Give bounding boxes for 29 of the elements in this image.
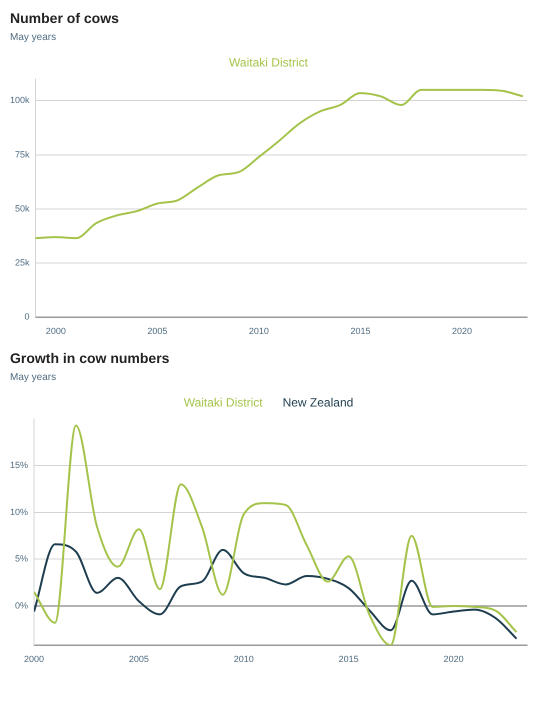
y-tick-label: 50k — [15, 203, 30, 214]
x-tick-label: 2020 — [452, 326, 472, 336]
text: Waitaki District — [184, 395, 264, 410]
y-tick-label: 10% — [10, 506, 28, 517]
x-tick-label: 2015 — [338, 654, 359, 664]
chart-subtitle: May years — [10, 32, 58, 43]
y-tick-label: 0% — [15, 600, 28, 610]
chart-title: Growth in cow numbers — [10, 349, 170, 366]
text: Waitaki District — [229, 55, 309, 70]
x-tick-label: 2005 — [147, 326, 168, 336]
chart-title: Number of cows — [10, 9, 120, 26]
line-series — [34, 424, 518, 646]
x-tick-label: 2000 — [24, 654, 44, 664]
x-tick-label: 2005 — [128, 654, 149, 664]
y-tick-label: 5% — [15, 554, 28, 564]
y-tick-label: 0 — [24, 312, 30, 322]
text: New Zealand — [282, 395, 354, 410]
x-tick-label: 2000 — [46, 326, 66, 336]
y-tick-label: 25k — [15, 258, 30, 268]
y-tick-label: 100k — [10, 95, 30, 106]
y-tick-label: 15% — [10, 460, 28, 470]
x-tick-label: 2010 — [234, 654, 254, 664]
x-tick-label: 2010 — [248, 326, 269, 336]
line-series — [34, 543, 518, 640]
x-tick-label: 2020 — [444, 654, 464, 664]
x-tick-label: 2015 — [350, 326, 370, 336]
line-series — [36, 88, 524, 240]
y-tick-label: 75k — [15, 149, 30, 160]
chart-subtitle: May years — [10, 372, 58, 383]
